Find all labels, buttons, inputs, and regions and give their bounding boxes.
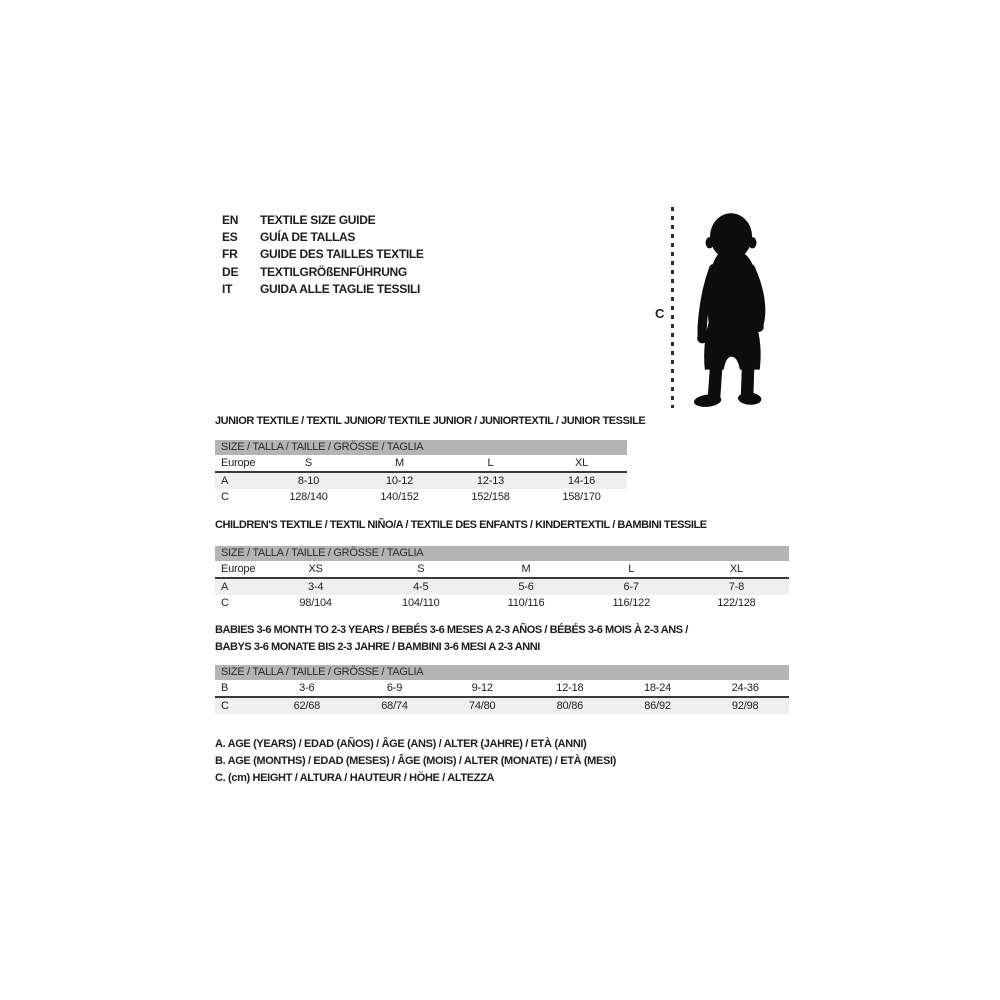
size-header-bar: SIZE / TALLA / TAILLE / GRÖSSE / TAGLIA: [215, 665, 789, 680]
age-cell: 14-16: [567, 475, 596, 487]
junior-textile-table: SIZE / TALLA / TAILLE / GRÖSSE / TAGLIA …: [215, 440, 627, 505]
row-label: C: [221, 597, 229, 609]
table-row: C 62/68 68/74 74/80 80/86 86/92 92/98: [215, 698, 789, 714]
measurement-legend: A. AGE (YEARS) / EDAD (AÑOS) / ÂGE (ANS)…: [215, 736, 616, 788]
height-cell: 62/68: [293, 700, 321, 712]
language-code: DE: [222, 264, 239, 279]
language-code: ES: [222, 230, 238, 245]
legend-age-months: B. AGE (MONTHS) / EDAD (MESES) / ÂGE (MO…: [215, 755, 616, 768]
legend-height-cm: C. (cm) HEIGHT / ALTURA / HAUTEUR / HÖHE…: [215, 772, 495, 785]
language-row-en: EN TEXTILE SIZE GUIDE: [222, 211, 424, 228]
size-cell: M: [395, 457, 404, 469]
table-row: C 98/104 104/110 110/116 116/122 122/128: [215, 595, 789, 611]
row-label: A: [221, 581, 229, 593]
height-cell: 98/104: [299, 597, 332, 609]
row-label: A: [221, 475, 229, 487]
row-label: C: [221, 700, 229, 712]
age-cell: 3-6: [299, 682, 315, 694]
age-cell: 6-7: [623, 581, 640, 593]
table-row: B 3-6 6-9 9-12 12-18 18-24 24-36: [215, 680, 789, 698]
row-label: B: [221, 682, 229, 694]
size-cell: S: [304, 457, 313, 469]
guide-title-en: TEXTILE SIZE GUIDE: [260, 212, 376, 227]
height-cell: 140/152: [380, 491, 419, 503]
size-cell: XS: [308, 563, 323, 575]
babies-title-line-2: BABYS 3-6 MONATE BIS 2-3 JAHRE / BAMBINI…: [215, 641, 540, 653]
height-cell: 122/128: [717, 597, 756, 609]
childrens-textile-table: SIZE / TALLA / TAILLE / GRÖSSE / TAGLIA …: [215, 546, 789, 611]
age-cell: 24-36: [731, 682, 759, 694]
height-cell: 86/92: [644, 700, 671, 712]
language-row-es: ES GUÍA DE TALLAS: [222, 228, 424, 245]
table-row: A 3-4 4-5 5-6 6-7 7-8: [215, 579, 789, 595]
size-cell: S: [417, 563, 425, 575]
junior-textile-title: JUNIOR TEXTILE / TEXTIL JUNIOR/ TEXTILE …: [215, 415, 646, 427]
height-cell: 152/158: [471, 491, 510, 503]
babies-textile-title: BABIES 3-6 MONTH TO 2-3 YEARS / BEBÉS 3-…: [215, 622, 795, 656]
legend-age-years: A. AGE (YEARS) / EDAD (AÑOS) / ÂGE (ANS)…: [215, 738, 587, 750]
height-measure-label: C: [655, 306, 665, 321]
age-cell: 18-24: [643, 682, 672, 694]
babies-textile-table: SIZE / TALLA / TAILLE / GRÖSSE / TAGLIA …: [215, 665, 789, 714]
height-cell: 74/80: [468, 700, 496, 712]
size-cell: XL: [729, 563, 743, 575]
age-cell: 7-8: [728, 581, 745, 593]
language-row-de: DE TEXTILGRÖßENFÜHRUNG: [222, 263, 424, 280]
language-code: IT: [222, 282, 233, 297]
language-row-fr: FR GUIDE DES TAILLES TEXTILE: [222, 246, 424, 263]
size-cell: L: [487, 457, 494, 469]
age-cell: 4-5: [413, 581, 429, 593]
babies-title-line-1: BABIES 3-6 MONTH TO 2-3 YEARS / BEBÉS 3-…: [215, 624, 688, 636]
age-cell: 9-12: [471, 682, 493, 694]
language-row-it: IT GUIDA ALLE TAGLIE TESSILI: [222, 281, 424, 298]
table-row: Europe XS S M L XL: [215, 561, 789, 579]
size-cell: XL: [574, 457, 589, 469]
height-cell: 128/140: [289, 491, 328, 503]
age-cell: 8-10: [297, 475, 320, 487]
height-dashed-line: [671, 207, 674, 408]
size-header-bar: SIZE / TALLA / TAILLE / GRÖSSE / TAGLIA: [215, 546, 789, 561]
row-label: Europe: [221, 457, 256, 469]
height-cell: 80/86: [556, 700, 584, 712]
toddler-silhouette-icon: [693, 213, 766, 407]
language-code: EN: [222, 212, 239, 227]
table-row: C 128/140 140/152 152/158 158/170: [215, 489, 627, 505]
size-cell: M: [521, 563, 531, 575]
age-cell: 10-12: [385, 475, 414, 487]
height-cell: 116/122: [612, 597, 650, 609]
size-cell: L: [628, 563, 635, 575]
height-cell: 110/116: [507, 597, 545, 609]
age-cell: 5-6: [518, 581, 534, 593]
age-cell: 12-18: [556, 682, 584, 694]
age-cell: 12-13: [476, 475, 505, 487]
height-cell: 92/98: [731, 700, 759, 712]
age-cell: 3-4: [307, 581, 324, 593]
childrens-textile-title: CHILDREN'S TEXTILE / TEXTIL NIÑO/A / TEX…: [215, 519, 707, 531]
height-cell: 104/110: [402, 597, 440, 609]
guide-title-it: GUIDA ALLE TAGLIE TESSILI: [260, 282, 421, 297]
guide-title-fr: GUIDE DES TAILLES TEXTILE: [260, 247, 424, 262]
guide-title-de: TEXTILGRÖßENFÜHRUNG: [260, 264, 407, 279]
table-row: Europe S M L XL: [215, 455, 627, 473]
row-label: C: [221, 491, 229, 503]
language-code: FR: [222, 247, 238, 262]
language-title-list: EN TEXTILE SIZE GUIDE ES GUÍA DE TALLAS …: [222, 211, 424, 298]
table-row: A 8-10 10-12 12-13 14-16: [215, 473, 627, 489]
height-cell: 68/74: [381, 700, 408, 712]
guide-title-es: GUÍA DE TALLAS: [260, 230, 356, 245]
age-cell: 6-9: [386, 682, 403, 694]
size-header-bar: SIZE / TALLA / TAILLE / GRÖSSE / TAGLIA: [215, 440, 627, 455]
height-cell: 158/170: [562, 491, 601, 503]
row-label: Europe: [221, 563, 256, 575]
